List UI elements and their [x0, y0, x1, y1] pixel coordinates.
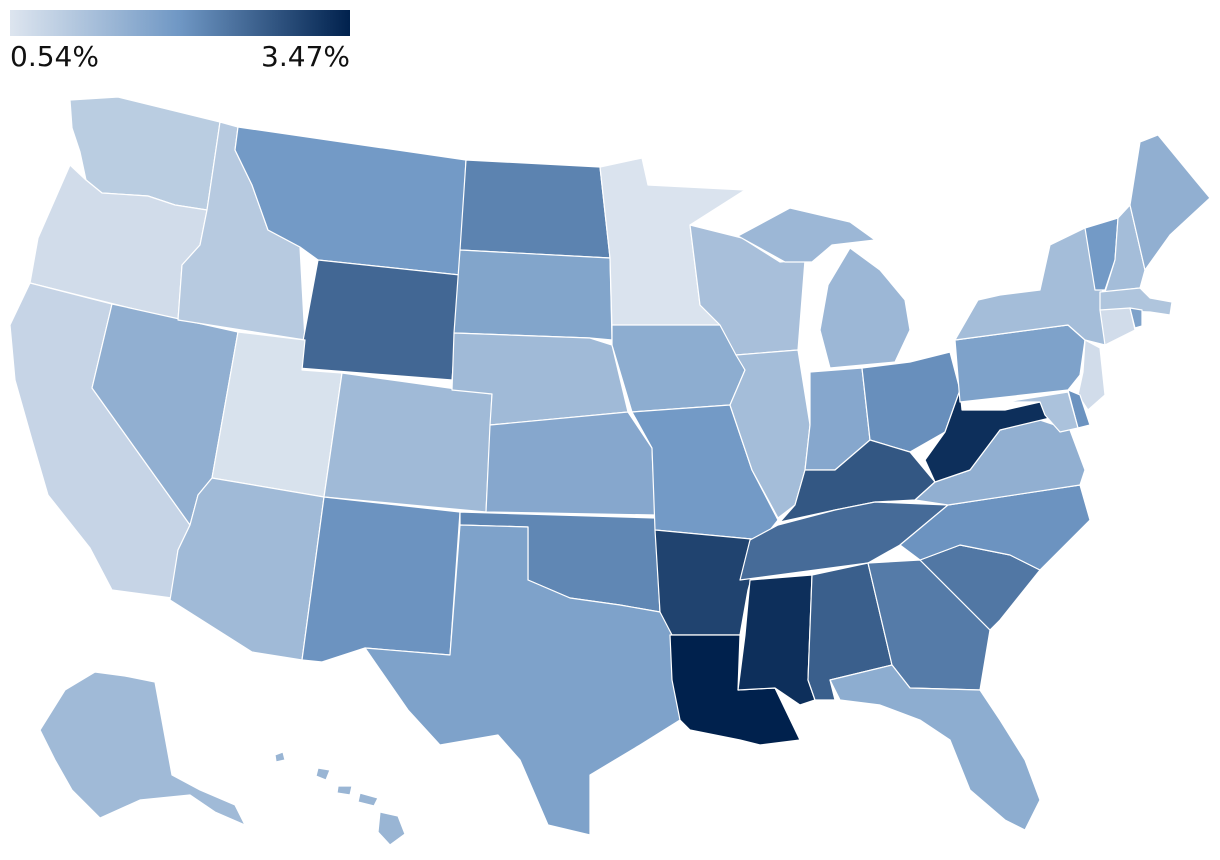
state-ak[interactable] [39, 671, 246, 826]
state-la[interactable] [669, 634, 801, 746]
state-ia[interactable] [611, 324, 746, 413]
state-ks[interactable] [485, 411, 656, 516]
color-legend: 0.54% 3.47% [10, 10, 350, 73]
state-nd[interactable] [459, 159, 611, 259]
state-il[interactable] [729, 349, 811, 519]
state-ny[interactable] [954, 227, 1106, 346]
state-ri[interactable] [1129, 307, 1143, 329]
states-layer [9, 96, 1211, 846]
state-nj[interactable] [1077, 339, 1106, 411]
legend-max-label: 3.47% [261, 40, 350, 73]
legend-gradient-bar [10, 10, 350, 36]
state-tx[interactable] [364, 524, 681, 836]
legend-min-label: 0.54% [10, 40, 99, 73]
state-co[interactable] [323, 372, 493, 513]
state-me[interactable] [1129, 134, 1211, 271]
state-ms[interactable] [737, 574, 816, 706]
state-ct[interactable] [1099, 307, 1136, 346]
state-mi[interactable] [737, 207, 911, 369]
state-fl[interactable] [829, 664, 1041, 831]
state-sd[interactable] [453, 249, 613, 341]
state-hi[interactable] [274, 751, 406, 846]
state-nm[interactable] [301, 496, 461, 663]
state-wy[interactable] [297, 259, 461, 381]
state-md[interactable] [1004, 391, 1079, 433]
